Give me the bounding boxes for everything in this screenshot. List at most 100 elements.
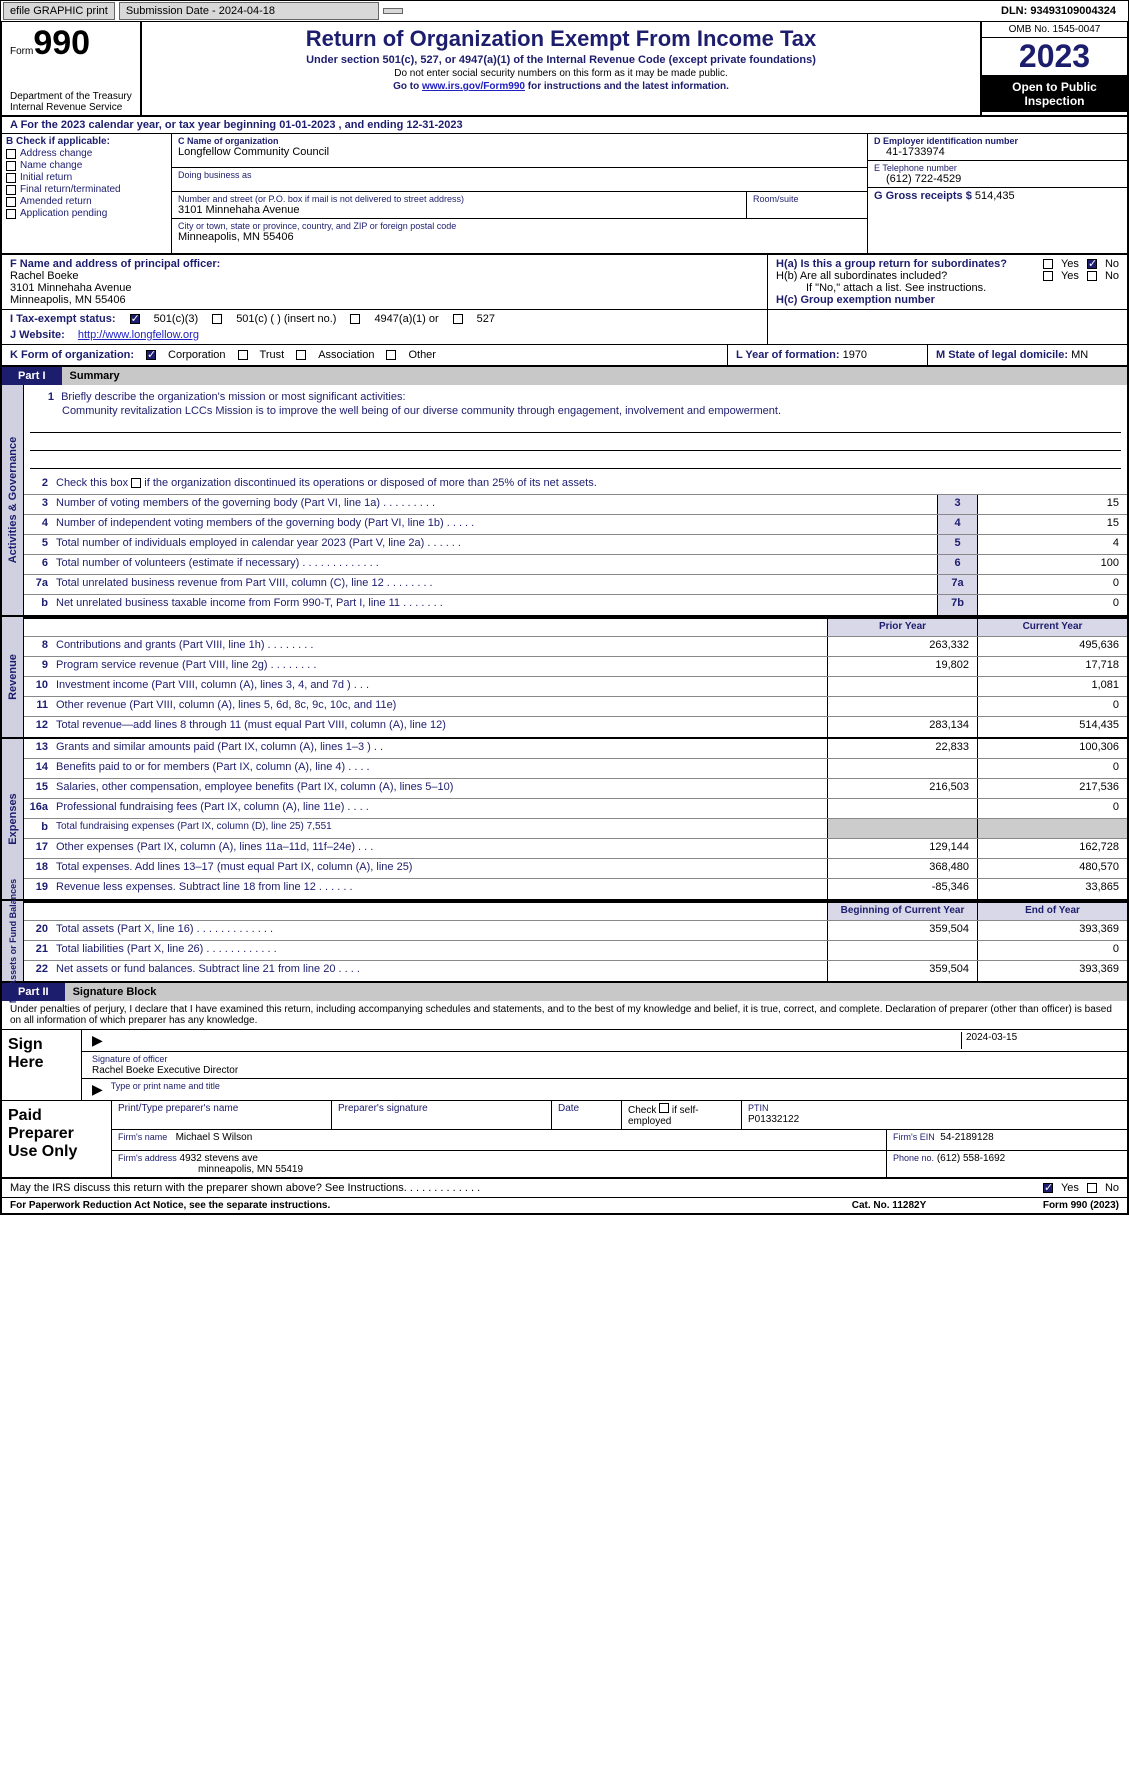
hb-yes[interactable]	[1043, 271, 1053, 281]
chk-corp[interactable]	[146, 350, 156, 360]
l11-cur: 0	[977, 697, 1127, 716]
l2-label: Check this box if the organization disco…	[52, 475, 1127, 494]
chk-discontinued[interactable]	[131, 478, 141, 488]
hb-note: If "No," attach a list. See instructions…	[776, 282, 1119, 294]
self-emp-cell: Check if self-employed	[622, 1101, 742, 1129]
l13-prior: 22,833	[827, 739, 977, 758]
firm-addr2: minneapolis, MN 55419	[118, 1164, 303, 1175]
firm-name: Michael S Wilson	[176, 1132, 253, 1143]
l15-prior: 216,503	[827, 779, 977, 798]
l18-prior: 368,480	[827, 859, 977, 878]
side-governance: Activities & Governance	[2, 385, 24, 615]
open-public-badge: Open to Public Inspection	[982, 76, 1127, 112]
l16a-prior	[827, 799, 977, 818]
l10-cur: 1,081	[977, 677, 1127, 696]
expenses-block: Expenses 13Grants and similar amounts pa…	[0, 739, 1129, 901]
chk-name-change[interactable]	[6, 161, 16, 171]
chk-pending[interactable]	[6, 209, 16, 219]
sign-here-label: Sign Here	[2, 1030, 82, 1100]
chk-final[interactable]	[6, 185, 16, 195]
org-name-cell: C Name of organization Longfellow Commun…	[172, 134, 867, 168]
form-header: Form990 Department of the Treasury Inter…	[0, 22, 1129, 117]
discuss-no[interactable]	[1087, 1183, 1097, 1193]
chk-assoc[interactable]	[296, 350, 306, 360]
discuss-yes[interactable]	[1043, 1183, 1053, 1193]
footer: For Paperwork Reduction Act Notice, see …	[0, 1197, 1129, 1215]
website-link[interactable]: http://www.longfellow.org	[78, 329, 199, 341]
header-mid: Return of Organization Exempt From Incom…	[142, 22, 982, 115]
year-formation: 1970	[843, 349, 867, 361]
l8-cur: 495,636	[977, 637, 1127, 656]
l20-beg: 359,504	[827, 921, 977, 940]
col-c: C Name of organization Longfellow Commun…	[172, 134, 867, 253]
chk-501c3[interactable]	[130, 314, 140, 324]
officer-name: Rachel Boeke	[10, 270, 759, 282]
chk-501c[interactable]	[212, 314, 222, 324]
arrow-icon: ▶	[88, 1032, 107, 1049]
city-cell: City or town, state or province, country…	[172, 219, 867, 253]
form-title: Return of Organization Exempt From Incom…	[150, 26, 972, 52]
hb-no[interactable]	[1087, 271, 1097, 281]
l7b-val: 0	[977, 595, 1127, 615]
topbar-spacer	[383, 8, 403, 14]
l16a-cur: 0	[977, 799, 1127, 818]
submission-date: Submission Date - 2024-04-18	[119, 2, 379, 20]
dept-label: Department of the Treasury	[10, 91, 136, 102]
state-domicile: MN	[1071, 349, 1088, 361]
l16b-cur	[977, 819, 1127, 838]
l14-cur: 0	[977, 759, 1127, 778]
l12-cur: 514,435	[977, 717, 1127, 737]
l9-prior: 19,802	[827, 657, 977, 676]
irs-link[interactable]: www.irs.gov/Form990	[422, 81, 525, 92]
l10-prior	[827, 677, 977, 696]
box-d: D Employer identification number 41-1733…	[868, 134, 1127, 161]
box-e: E Telephone number (612) 722-4529	[868, 161, 1127, 188]
side-net: Net Assets or Fund Balances	[2, 901, 24, 981]
governance-block: Activities & Governance 1 Briefly descri…	[0, 385, 1129, 617]
l15-cur: 217,536	[977, 779, 1127, 798]
chk-self-employed[interactable]	[659, 1103, 669, 1113]
chk-amended[interactable]	[6, 197, 16, 207]
l19-prior: -85,346	[827, 879, 977, 899]
chk-trust[interactable]	[238, 350, 248, 360]
chk-527[interactable]	[453, 314, 463, 324]
ssn-note: Do not enter social security numbers on …	[150, 68, 972, 79]
part1-header: Part I Summary	[0, 367, 1129, 385]
box-h: H(a) Is this a group return for subordin…	[767, 255, 1127, 309]
hdr-prior: Prior Year	[827, 619, 977, 636]
hdr-end: End of Year	[977, 903, 1127, 920]
top-bar: efile GRAPHIC print Submission Date - 20…	[0, 0, 1129, 22]
ha-no[interactable]	[1087, 259, 1097, 269]
ein-value: 41-1733974	[874, 146, 1121, 158]
l7a-val: 0	[977, 575, 1127, 594]
discuss-row: May the IRS discuss this return with the…	[0, 1179, 1129, 1197]
hdr-current: Current Year	[977, 619, 1127, 636]
l21-end: 0	[977, 941, 1127, 960]
ptin-val: P01332122	[748, 1114, 799, 1125]
box-g: G Gross receipts $ 514,435	[868, 188, 1127, 204]
chk-other[interactable]	[386, 350, 396, 360]
row-a-period: A For the 2023 calendar year, or tax yea…	[0, 117, 1129, 134]
chk-initial[interactable]	[6, 173, 16, 183]
paperwork-note: For Paperwork Reduction Act Notice, see …	[10, 1200, 799, 1211]
part2-title: Signature Block	[65, 983, 1127, 1001]
prep-phone: (612) 558-1692	[937, 1153, 1005, 1164]
l16b-prior	[827, 819, 977, 838]
firm-addr1: 4932 stevens ave	[180, 1153, 258, 1164]
box-f: F Name and address of principal officer:…	[2, 255, 767, 309]
omb-number: OMB No. 1545-0047	[982, 22, 1127, 38]
l13-cur: 100,306	[977, 739, 1127, 758]
signature-block: Under penalties of perjury, I declare th…	[0, 1001, 1129, 1179]
l5-val: 4	[977, 535, 1127, 554]
irs-label: Internal Revenue Service	[10, 102, 136, 113]
officer-sig-name: Rachel Boeke Executive Director	[92, 1065, 238, 1076]
ha-yes[interactable]	[1043, 259, 1053, 269]
l11-prior	[827, 697, 977, 716]
chk-4947[interactable]	[350, 314, 360, 324]
gross-receipts: 514,435	[975, 190, 1015, 202]
box-h-lower	[767, 310, 1127, 344]
box-b-label: B Check if applicable:	[6, 136, 167, 147]
chk-addr-change[interactable]	[6, 149, 16, 159]
goto-note: Go to www.irs.gov/Form990 for instructio…	[150, 81, 972, 92]
l6-val: 100	[977, 555, 1127, 574]
